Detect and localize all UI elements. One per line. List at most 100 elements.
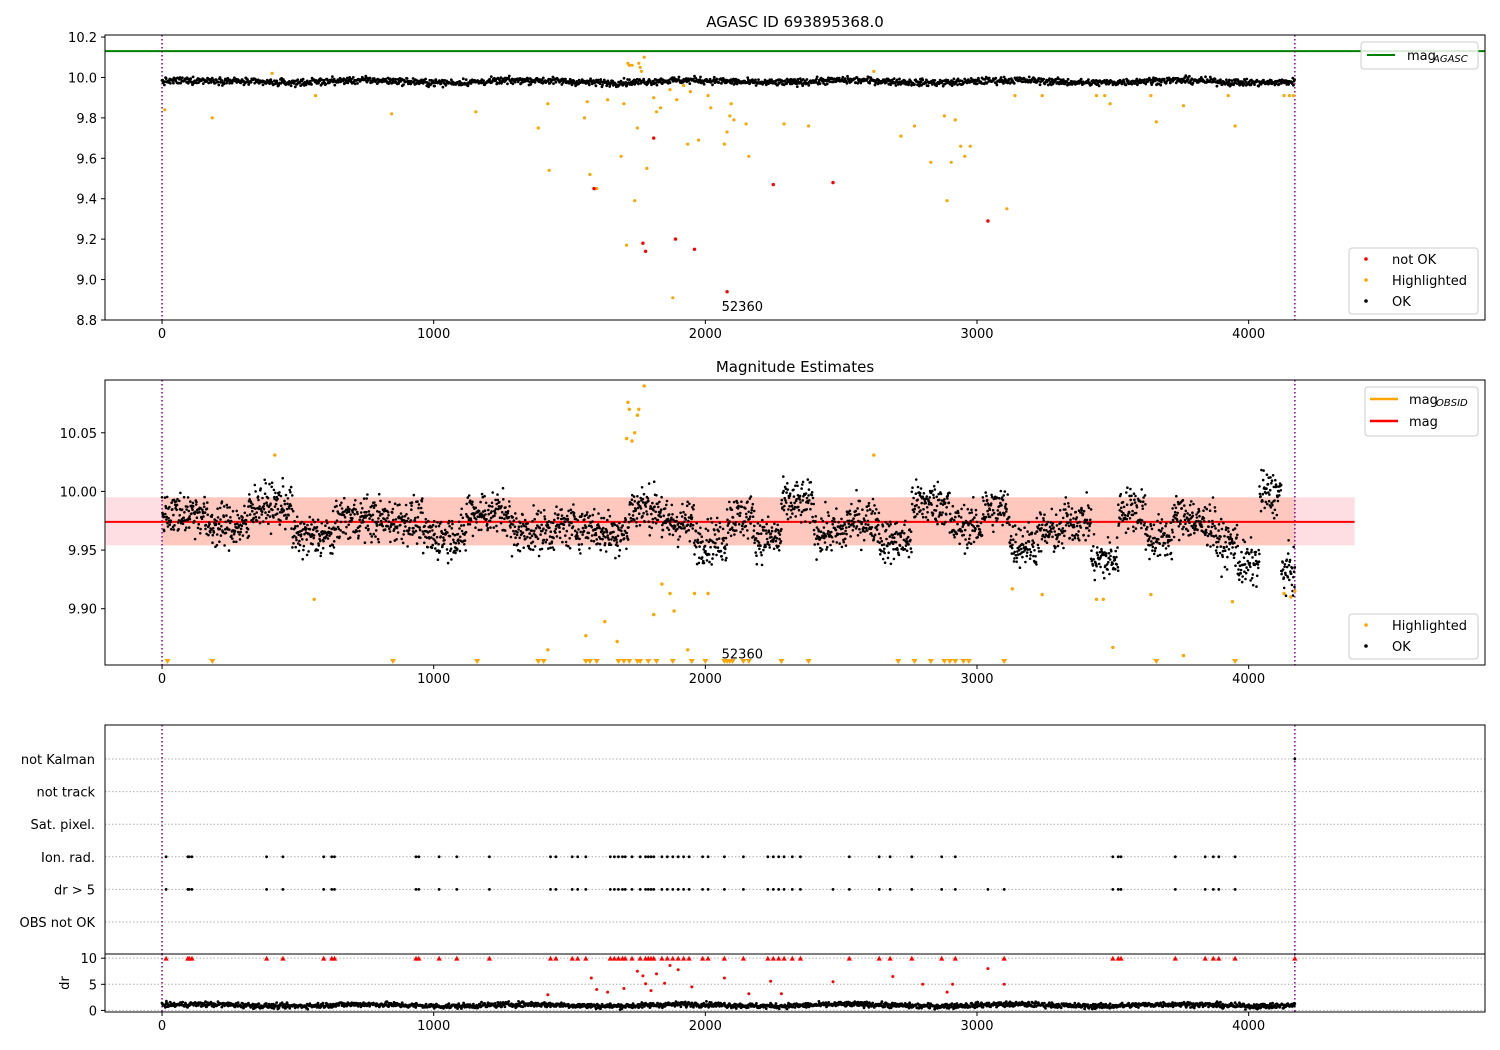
ok-point bbox=[322, 539, 325, 543]
ok-point bbox=[960, 530, 964, 533]
ok-point bbox=[414, 516, 417, 520]
ok-point bbox=[189, 77, 193, 81]
ok-point bbox=[549, 521, 553, 524]
ok-point bbox=[664, 521, 668, 525]
ok-point bbox=[627, 526, 630, 529]
ok-point bbox=[1046, 520, 1050, 524]
ok-point bbox=[211, 527, 215, 530]
ok-point bbox=[666, 519, 670, 523]
ok-point bbox=[487, 508, 490, 512]
ok-point bbox=[1114, 549, 1117, 553]
ok-point bbox=[901, 529, 904, 533]
ok-point bbox=[801, 480, 805, 484]
highlighted-point bbox=[959, 144, 963, 148]
highlighted-point bbox=[722, 142, 727, 146]
ok-point bbox=[1013, 557, 1016, 560]
ok-point bbox=[789, 77, 793, 81]
ok-point bbox=[1177, 538, 1181, 542]
ok-point bbox=[975, 520, 979, 524]
ok-point bbox=[503, 517, 506, 521]
ok-point bbox=[670, 516, 673, 520]
ok-point bbox=[843, 523, 847, 526]
ok-point bbox=[403, 521, 407, 525]
ok-point bbox=[1158, 542, 1161, 545]
ok-point bbox=[974, 513, 978, 517]
ok-point bbox=[1277, 82, 1281, 86]
ok-point bbox=[826, 511, 830, 514]
ok-point bbox=[670, 524, 674, 528]
ok-point bbox=[191, 501, 195, 505]
ok-point bbox=[564, 534, 567, 537]
ok-point bbox=[494, 498, 497, 502]
ok-point bbox=[1124, 531, 1128, 534]
ok-point bbox=[920, 501, 923, 505]
ok-point bbox=[1068, 521, 1072, 524]
ok-point bbox=[962, 533, 966, 537]
ok-point bbox=[710, 521, 714, 524]
ok-point bbox=[224, 528, 227, 531]
ok-point bbox=[1163, 531, 1166, 535]
ok-point bbox=[393, 502, 397, 506]
ok-point bbox=[606, 534, 609, 537]
ok-point bbox=[1051, 522, 1055, 525]
ok-point bbox=[798, 494, 802, 498]
ok-point bbox=[1039, 529, 1042, 532]
ok-point bbox=[1249, 565, 1252, 569]
ok-point bbox=[460, 524, 463, 527]
ok-point bbox=[644, 505, 648, 508]
ok-point bbox=[925, 495, 929, 498]
ok-point bbox=[739, 511, 742, 515]
ok-point bbox=[848, 509, 852, 513]
ok-point bbox=[1130, 494, 1133, 498]
ok-point bbox=[1072, 517, 1075, 520]
ok-point bbox=[1029, 554, 1032, 557]
ok-point bbox=[870, 512, 873, 515]
ok-point bbox=[1043, 535, 1047, 539]
ok-point bbox=[185, 508, 188, 511]
ok-point bbox=[248, 493, 251, 496]
ok-point bbox=[894, 540, 898, 544]
ok-point bbox=[1019, 528, 1022, 532]
highlighted-point bbox=[675, 98, 679, 102]
ok-point bbox=[615, 524, 619, 527]
ok-point bbox=[518, 77, 522, 80]
ok-point bbox=[1005, 510, 1008, 513]
ok-point bbox=[680, 515, 684, 518]
ok-point bbox=[1133, 498, 1136, 502]
ok-point bbox=[910, 550, 913, 554]
ok-point bbox=[706, 529, 710, 532]
ok-point bbox=[537, 554, 541, 558]
ok-point bbox=[966, 546, 969, 550]
ok-point bbox=[719, 549, 723, 553]
ok-point bbox=[871, 534, 874, 537]
ok-point bbox=[291, 509, 295, 513]
ok-point bbox=[321, 546, 325, 550]
ok-point bbox=[691, 523, 695, 527]
ok-point bbox=[1049, 521, 1052, 524]
ok-point bbox=[390, 511, 394, 514]
ok-point bbox=[457, 541, 461, 545]
ok-point bbox=[1193, 531, 1196, 535]
ok-point bbox=[1230, 539, 1234, 543]
ok-point bbox=[576, 519, 580, 522]
ok-point bbox=[910, 490, 914, 494]
ok-point bbox=[856, 534, 860, 537]
ok-point bbox=[856, 81, 860, 85]
ok-point bbox=[316, 529, 319, 533]
ok-point bbox=[477, 509, 481, 513]
ok-point bbox=[1054, 513, 1058, 516]
ok-point bbox=[552, 536, 555, 540]
ok-point bbox=[203, 511, 207, 514]
ok-point bbox=[1253, 83, 1256, 86]
ok-point bbox=[892, 77, 896, 80]
ok-point bbox=[566, 517, 570, 521]
ok-point bbox=[1186, 77, 1190, 81]
ok-point bbox=[1211, 522, 1214, 526]
ok-point bbox=[1077, 530, 1080, 533]
ok-point bbox=[276, 497, 279, 501]
ok-point bbox=[259, 487, 263, 490]
ok-point bbox=[508, 520, 512, 523]
highlighted-point bbox=[627, 63, 631, 67]
ok-point bbox=[261, 83, 265, 87]
ok-point bbox=[725, 508, 729, 511]
